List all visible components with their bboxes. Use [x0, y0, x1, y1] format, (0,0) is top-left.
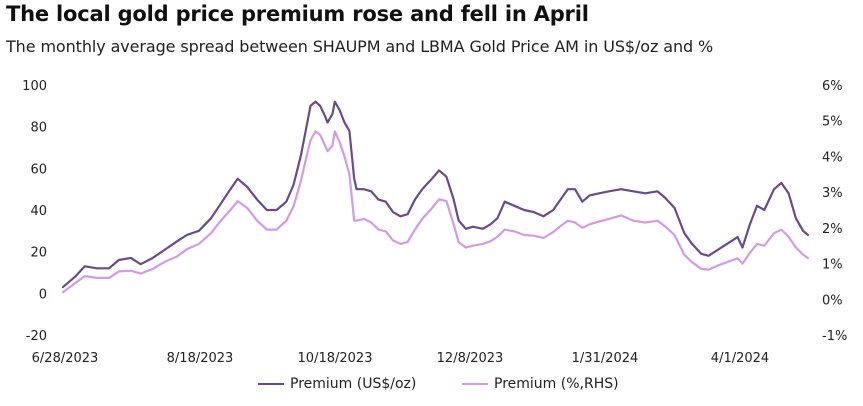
series-line-pct: [61, 130, 810, 294]
y-right-tick-label: 6%: [822, 79, 843, 94]
x-tick-label: 6/28/2023: [32, 351, 99, 366]
legend-swatch-pct: [462, 382, 488, 386]
y-left-tick-label: 40: [30, 204, 47, 219]
y-left-tick-label: 80: [30, 121, 47, 136]
legend-label-pct: Premium (%,RHS): [494, 376, 619, 392]
chart-subtitle: The monthly average spread between SHAUP…: [6, 37, 714, 56]
y-right-tick-label: 4%: [822, 150, 843, 165]
y-left-tick-label: 60: [30, 162, 47, 177]
series-line-usd: [61, 100, 810, 289]
x-tick-label: 1/31/2024: [572, 351, 639, 366]
y-left-tick-label: 0: [39, 287, 47, 302]
y-right-tick-label: 3%: [822, 186, 843, 201]
y-right-tick-label: 1%: [822, 258, 843, 273]
y-right-tick-label: 0%: [822, 293, 843, 308]
y-left-tick-label: 20: [30, 246, 47, 261]
y-left-tick-label: -20: [26, 329, 47, 344]
x-tick-label: 12/8/2023: [437, 351, 504, 366]
legend-item-pct: Premium (%,RHS): [462, 376, 619, 392]
y-left-tick-label: 100: [22, 79, 47, 94]
x-tick-label: 8/18/2023: [167, 351, 234, 366]
legend-swatch-usd: [258, 382, 284, 386]
legend-item-usd: Premium (US$/oz): [258, 376, 416, 392]
x-tick-label: 4/1/2024: [711, 351, 769, 366]
legend-label-usd: Premium (US$/oz): [290, 376, 417, 392]
y-right-tick-label: -1%: [822, 329, 847, 344]
x-tick-label: 10/18/2023: [298, 351, 373, 366]
y-right-tick-label: 2%: [822, 222, 843, 237]
chart-title: The local gold price premium rose and fe…: [6, 2, 589, 26]
chart-legend: Premium (US$/oz) Premium (%,RHS): [0, 376, 863, 400]
y-right-tick-label: 5%: [822, 115, 843, 130]
